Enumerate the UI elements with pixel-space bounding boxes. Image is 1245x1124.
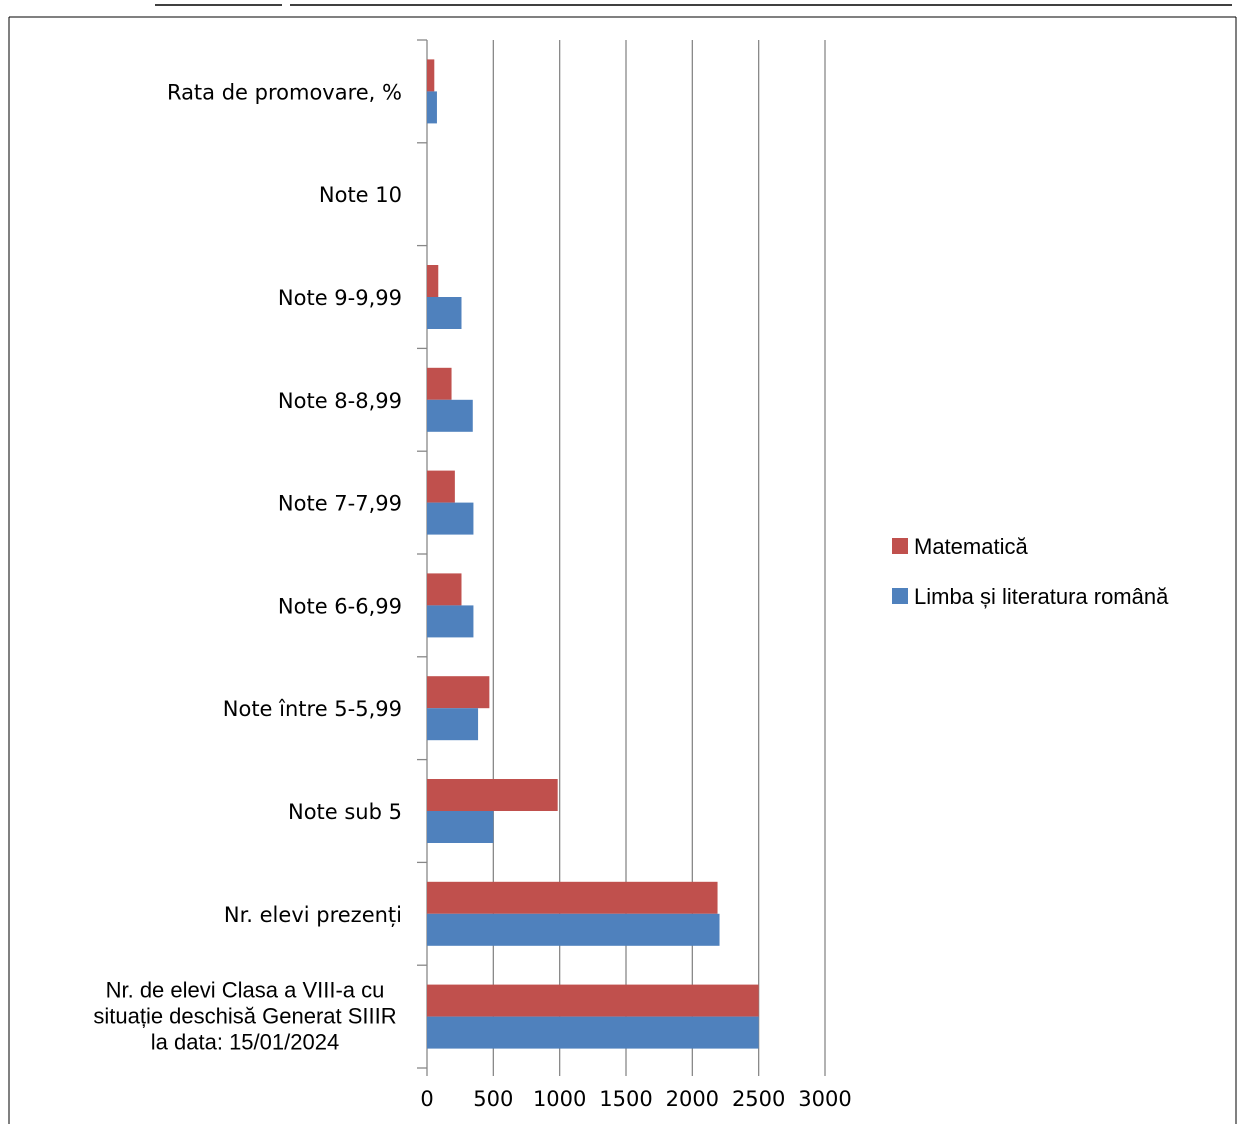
bar-limba-romana (427, 399, 473, 432)
bar-matematica (427, 984, 759, 1017)
bar-limba-romana (427, 91, 437, 124)
x-tick-label: 0 (420, 1087, 433, 1111)
category-label: Rata de promovare, % (167, 80, 402, 104)
category-label: Note 10 (319, 183, 402, 207)
category-label: Note între 5-5,99 (223, 697, 402, 721)
x-tick-label: 1500 (599, 1087, 652, 1111)
bar-matematica (427, 676, 490, 709)
bar-matematica (427, 573, 462, 606)
bar-matematica (427, 881, 718, 914)
bar-limba-romana (427, 605, 474, 638)
category-label: la data: 15/01/2024 (151, 1030, 339, 1055)
bar-limba-romana (427, 708, 479, 741)
category-label: Note 7-7,99 (278, 492, 402, 516)
bar-limba-romana (427, 502, 474, 535)
bar-matematica (427, 779, 558, 811)
category-label: Note sub 5 (288, 800, 402, 824)
bar-limba-romana (427, 913, 720, 946)
category-label: situație deschisă Generat SIIIR (93, 1004, 396, 1029)
legend-swatch (892, 538, 908, 554)
category-label: Nr. de elevi Clasa a VIII-a cu (106, 978, 385, 1003)
category-label: Note 9-9,99 (278, 286, 402, 310)
x-tick-label: 1000 (533, 1087, 586, 1111)
bar-matematica (427, 367, 452, 400)
bar-matematica (427, 470, 455, 503)
category-label: Nr. elevi prezenți (224, 903, 402, 927)
x-tick-label: 2000 (666, 1087, 719, 1111)
bar-limba-romana (427, 1016, 759, 1049)
category-label: Note 6-6,99 (278, 594, 402, 618)
x-tick-label: 500 (473, 1087, 513, 1111)
x-tick-label: 2500 (732, 1087, 785, 1111)
bar-matematica (427, 265, 439, 297)
legend-label: Matematică (914, 534, 1028, 559)
bar-limba-romana (427, 811, 494, 843)
legend-label: Limba și literatura română (914, 584, 1169, 609)
bar-limba-romana (427, 297, 462, 329)
legend-swatch (892, 588, 908, 604)
category-label: Note 8-8,99 (278, 389, 402, 413)
bar-matematica (427, 59, 435, 92)
x-tick-label: 3000 (798, 1087, 851, 1111)
